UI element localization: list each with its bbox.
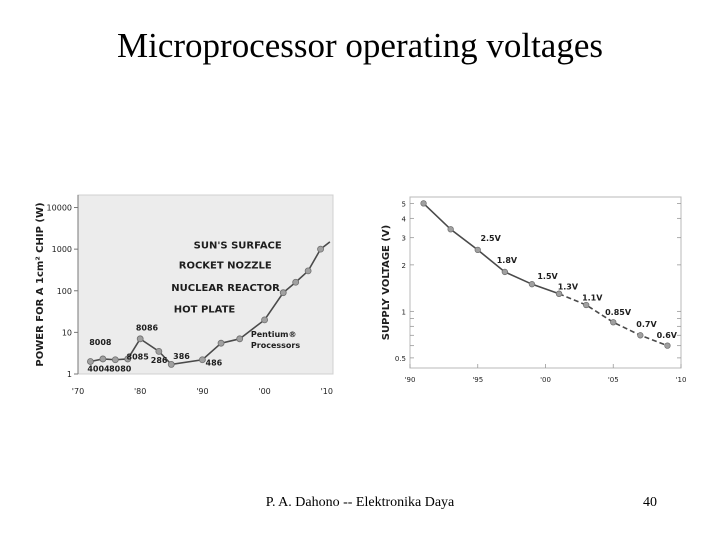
data-point [111, 356, 119, 364]
data-point [279, 289, 287, 297]
point-label: Processors [251, 341, 300, 350]
point-label: 1.3V [558, 282, 579, 291]
point-label: 1.5V [537, 272, 558, 281]
x-tick-label: '90 [196, 387, 208, 396]
data-point [528, 281, 536, 288]
data-point [474, 246, 481, 254]
slide-footer: P. A. Dahono -- Elektronika Daya [265, 495, 455, 510]
data-point [610, 319, 617, 326]
point-label: 8085 [127, 353, 150, 362]
y-tick-label: 1 [402, 308, 406, 316]
y-tick-label: 1 [67, 370, 72, 379]
plot-frame [409, 196, 682, 369]
plot-background [77, 194, 334, 375]
y-axis-label: POWER FOR A 1cm² CHIP (W) [35, 202, 46, 366]
y-tick-label: 4 [402, 215, 407, 223]
annotation-label: ROCKET NOZZLE [179, 261, 272, 272]
annotation-label: NUCLEAR REACTOR [171, 283, 280, 294]
data-point [124, 355, 132, 363]
y-tick-label: 3 [402, 235, 406, 243]
data-point [261, 316, 268, 324]
projected-series-line [558, 293, 668, 347]
historical-series-line [422, 202, 560, 295]
point-label: 8086 [136, 324, 159, 333]
power-chart: 1 10 100 1000 10000 '70 '80 '90 '00 '10 POWER FOR … [35, 194, 334, 396]
x-tick-label: '80 [134, 387, 146, 396]
annotation-label: SUN'S SURFACE [194, 240, 282, 251]
point-label: 8008 [89, 338, 112, 347]
data-point [637, 332, 644, 339]
data-point [664, 342, 671, 349]
y-tick-label: 10 [62, 328, 72, 337]
x-tick-label: '90 [405, 376, 416, 384]
page-number: 40 [643, 495, 657, 510]
y-tick-label: 2 [402, 262, 406, 270]
point-label: 0.6V [657, 331, 678, 340]
point-label: 286 [151, 356, 168, 365]
power-series-line [90, 241, 331, 366]
point-label: 386 [173, 352, 190, 361]
point-label: 0.85V [605, 308, 632, 317]
data-point [217, 339, 225, 347]
x-tick-label: '00 [258, 387, 270, 396]
x-tick-label: '10 [676, 376, 687, 384]
x-tick-label: '95 [472, 376, 483, 384]
data-point [501, 268, 509, 276]
x-tick-label: '10 [321, 387, 333, 396]
y-tick-label: 1000 [52, 245, 72, 254]
data-point [317, 245, 324, 253]
point-label: 8080 [109, 364, 132, 373]
data-point [167, 361, 175, 368]
data-point [582, 301, 590, 309]
data-point [198, 356, 206, 364]
point-label: 1.8V [497, 256, 518, 265]
data-point [555, 290, 563, 297]
data-point [420, 200, 427, 207]
data-point [304, 267, 312, 275]
x-tick-label: '05 [608, 376, 619, 384]
y-tick-label: 5 [402, 200, 406, 208]
point-label: Pentium® [251, 330, 297, 339]
y-axis-label: SUPPLY VOLTAGE (V) [381, 225, 392, 340]
supply-voltage-chart: 0.5 1 2 3 4 5 '90 '95 '00 '05 '10 SUPPLY VOLTAGE (V… [381, 196, 687, 384]
slide-title: Microprocessor operating voltages [117, 26, 603, 65]
point-label: 0.7V [636, 320, 657, 329]
data-point [136, 335, 144, 343]
point-label: 4004 [87, 364, 110, 373]
annotation-label: HOT PLATE [174, 305, 236, 316]
data-point [99, 355, 107, 363]
y-tick-label: 100 [57, 287, 72, 296]
data-point [155, 347, 163, 355]
x-tick-label: '70 [72, 387, 84, 396]
x-tick-label: '00 [540, 376, 551, 384]
point-label: 1.1V [582, 293, 603, 302]
point-label: 2.5V [480, 234, 501, 243]
y-tick-label: 0.5 [395, 355, 406, 363]
point-label: 486 [206, 359, 223, 368]
data-point [87, 358, 94, 365]
y-tick-label: 10000 [47, 204, 72, 213]
data-point [447, 226, 454, 233]
data-point [292, 278, 300, 286]
data-point [236, 335, 244, 343]
